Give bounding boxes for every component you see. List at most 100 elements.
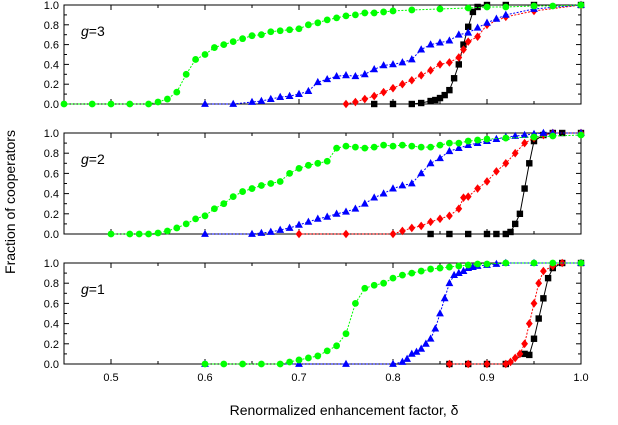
- data-point: [154, 98, 162, 106]
- data-point: [295, 220, 303, 228]
- data-point: [427, 217, 434, 227]
- data-point: [577, 131, 585, 139]
- data-point: [220, 360, 228, 368]
- panel-label: g=3: [81, 23, 105, 39]
- data-point: [483, 135, 491, 143]
- y-tick-label: 0.6: [44, 298, 59, 310]
- data-point: [333, 144, 340, 152]
- data-point: [323, 74, 332, 83]
- panel-label: g=1: [81, 281, 105, 297]
- data-point: [454, 30, 463, 38]
- data-point: [469, 8, 477, 16]
- data-point: [211, 44, 218, 51]
- data-point: [474, 3, 481, 11]
- data-point: [192, 215, 200, 223]
- data-point: [521, 350, 528, 358]
- data-point: [460, 41, 467, 48]
- data-point: [229, 193, 237, 201]
- data-point: [229, 99, 238, 107]
- data-point: [399, 79, 406, 89]
- data-point: [426, 159, 435, 167]
- data-point: [492, 259, 501, 267]
- y-tick-label: 0.4: [44, 59, 59, 71]
- data-point: [464, 261, 472, 269]
- data-point: [398, 58, 407, 66]
- data-point: [352, 143, 359, 151]
- data-point: [454, 268, 463, 276]
- data-point: [371, 100, 378, 108]
- data-point: [135, 230, 143, 238]
- data-point: [313, 77, 322, 86]
- y-tick-label: 0.0: [44, 359, 59, 371]
- data-point: [417, 169, 426, 177]
- y-tick-label: 0.2: [44, 339, 59, 351]
- x-tick-label: 0.7: [291, 372, 306, 384]
- data-point: [459, 266, 468, 274]
- data-point: [276, 360, 284, 368]
- data-point: [427, 97, 434, 105]
- x-tick-label: 1.0: [573, 372, 588, 384]
- data-point: [412, 347, 421, 355]
- plot-frame: [63, 262, 582, 365]
- data-point: [342, 330, 350, 338]
- data-point: [389, 100, 397, 108]
- data-point: [276, 92, 285, 100]
- data-point: [460, 45, 467, 54]
- data-point: [286, 170, 293, 177]
- data-point: [201, 99, 209, 107]
- data-point: [164, 227, 171, 235]
- data-point: [446, 86, 453, 94]
- data-point: [474, 136, 481, 144]
- data-point: [464, 4, 472, 12]
- data-point: [398, 181, 407, 189]
- data-point: [258, 360, 265, 368]
- panel-label-value: =2: [89, 151, 105, 167]
- data-point: [445, 36, 454, 44]
- data-point: [501, 10, 510, 18]
- data-point: [351, 71, 360, 80]
- data-point: [305, 354, 312, 362]
- data-point: [126, 100, 134, 108]
- data-point: [107, 100, 115, 108]
- data-point: [535, 278, 543, 288]
- data-point: [483, 230, 491, 238]
- data-point: [502, 230, 509, 238]
- data-point: [379, 189, 388, 197]
- data-point: [408, 100, 415, 108]
- data-point: [164, 95, 171, 103]
- data-point: [360, 199, 369, 207]
- data-point: [408, 75, 416, 85]
- panels: 0.00.20.40.60.81.0g=30.00.20.40.60.81.0g…: [44, 0, 589, 384]
- data-point: [192, 56, 200, 63]
- data-point: [436, 153, 444, 162]
- data-point: [389, 184, 397, 192]
- data-point: [295, 164, 303, 172]
- data-point: [398, 357, 407, 365]
- series-line: [449, 262, 581, 365]
- panel-label-var: g: [81, 151, 89, 167]
- panel-label: g=2: [81, 151, 105, 167]
- data-point: [295, 89, 303, 97]
- data-point: [295, 356, 303, 364]
- data-point: [399, 271, 406, 279]
- data-point: [436, 214, 444, 224]
- data-point: [446, 139, 453, 147]
- data-point: [285, 91, 294, 99]
- data-point: [483, 359, 491, 369]
- data-point: [295, 25, 303, 33]
- data-point: [407, 179, 416, 187]
- data-point: [333, 14, 340, 22]
- data-point: [408, 269, 416, 277]
- data-point: [436, 38, 444, 46]
- data-point: [295, 229, 303, 239]
- data-point: [389, 83, 397, 93]
- data-point: [426, 334, 435, 342]
- data-point: [258, 31, 265, 39]
- data-point: [483, 260, 491, 268]
- data-point: [436, 94, 444, 102]
- data-point: [530, 299, 538, 308]
- data-point: [403, 354, 411, 362]
- data-point: [154, 229, 162, 237]
- data-point: [389, 142, 397, 150]
- panel-label-value: =1: [89, 281, 105, 297]
